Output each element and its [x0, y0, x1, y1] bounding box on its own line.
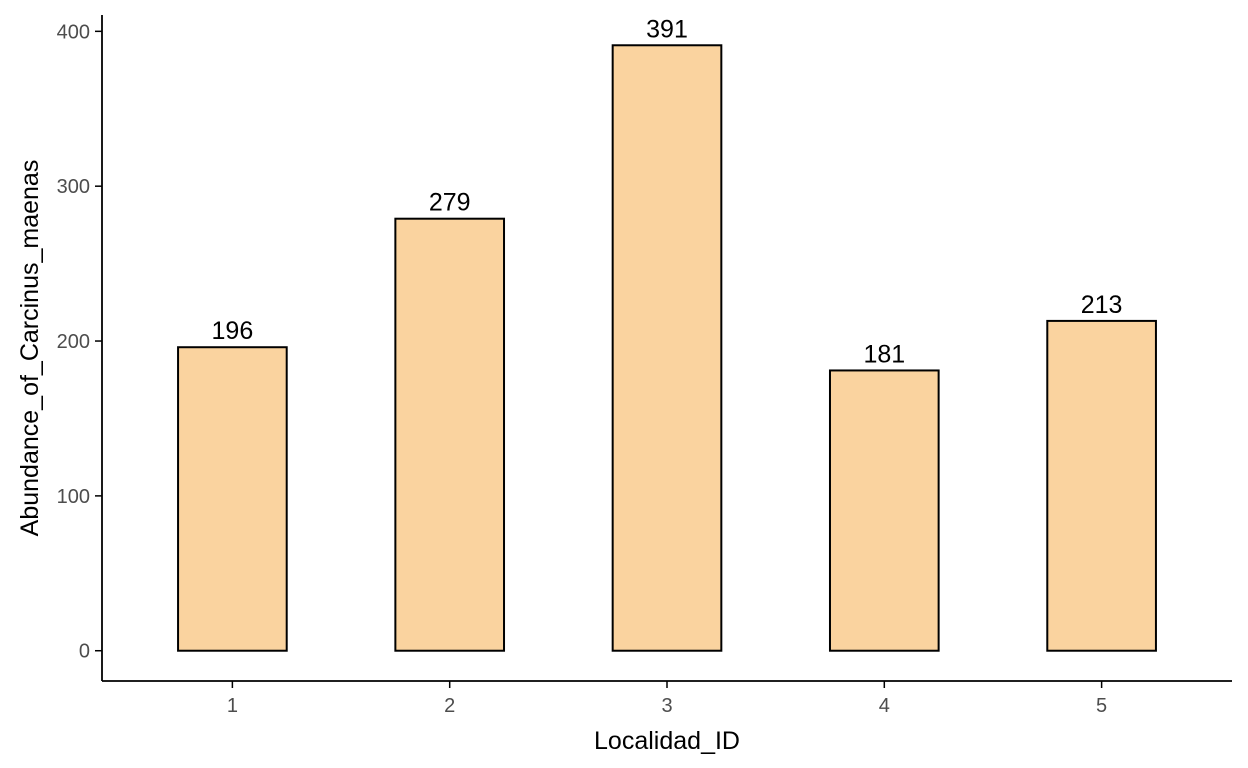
bar-label-5: 213 — [1081, 291, 1123, 319]
y-tick-label-0: 0 — [79, 641, 90, 663]
x-axis-ticks: 1 2 3 4 5 — [227, 681, 1107, 717]
x-tick-label-1: 1 — [227, 695, 238, 717]
bar-1 — [177, 346, 288, 652]
y-tick-label-300: 300 — [57, 176, 90, 198]
y-axis-ticks: 0 100 200 300 400 — [57, 21, 102, 663]
x-axis-title: Localidad_ID — [594, 727, 740, 755]
x-tick-label-5: 5 — [1096, 695, 1107, 717]
y-tick-label-200: 200 — [57, 331, 90, 353]
y-tick-label-100: 100 — [57, 486, 90, 508]
x-tick-label-2: 2 — [444, 695, 455, 717]
x-tick-label-3: 3 — [661, 695, 672, 717]
y-tick-label-400: 400 — [57, 21, 90, 43]
y-axis-title: Abundance_of_Carcinus_maenas — [16, 160, 44, 537]
bar-label-2: 279 — [429, 189, 471, 217]
x-tick-label-4: 4 — [879, 695, 890, 717]
bar-label-1: 196 — [212, 317, 254, 345]
bar-4 — [828, 369, 940, 652]
bar-3 — [611, 44, 723, 652]
bar-2 — [394, 217, 506, 652]
bar-label-3: 391 — [646, 15, 688, 43]
bar-data-labels: 196 279 391 181 213 — [212, 15, 1123, 368]
bar-label-4: 181 — [863, 340, 905, 368]
bars — [177, 44, 1157, 652]
bar-5 — [1046, 319, 1157, 652]
